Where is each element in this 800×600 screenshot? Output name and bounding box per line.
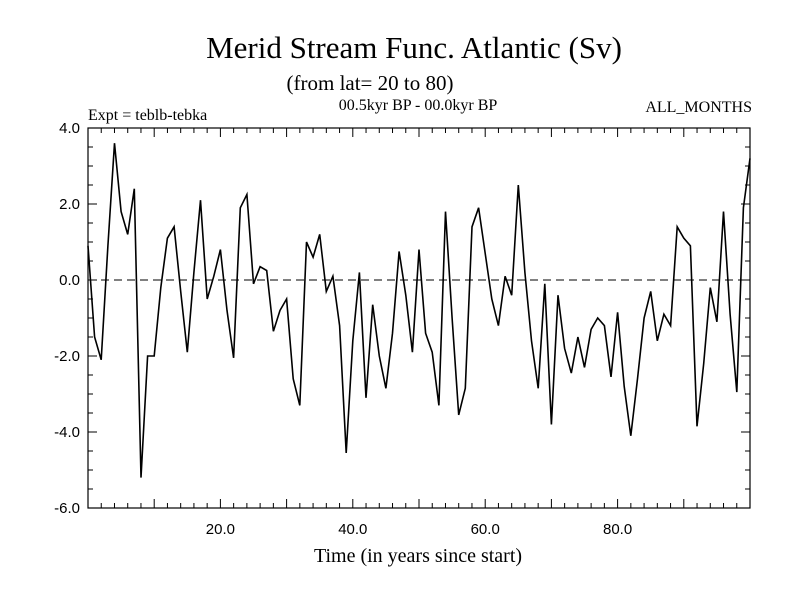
y-tick-label: -2.0 — [54, 348, 80, 365]
x-tick-label: 80.0 — [603, 521, 632, 538]
y-tick-label: 0.0 — [59, 272, 80, 289]
series-line — [87, 143, 751, 478]
x-tick-label: 60.0 — [471, 521, 500, 538]
chart-subtitle: (from lat= 20 to 80) — [287, 71, 454, 95]
y-tick-label: -4.0 — [54, 424, 80, 441]
plot-area: -6.0 -4.0 -2.0 0.0 2.0 4.0 20.0 40.0 60.0 80.0 — [54, 120, 751, 538]
x-tick-label: 40.0 — [338, 521, 367, 538]
x-axis-label: Time (in years since start) — [314, 545, 522, 567]
time-range-label: 00.5kyr BP - 00.0kyr BP — [339, 97, 498, 114]
x-tick-label: 20.0 — [206, 521, 235, 538]
months-label: ALL_MONTHS — [645, 99, 752, 116]
chart-title: Merid Stream Func. Atlantic (Sv) — [206, 30, 622, 65]
experiment-label: Expt = teblb-tebka — [88, 107, 207, 124]
y-tick-label: 4.0 — [59, 120, 80, 137]
y-tick-label: 2.0 — [59, 196, 80, 213]
y-tick-label: -6.0 — [54, 500, 80, 517]
plot-frame — [87, 127, 751, 509]
